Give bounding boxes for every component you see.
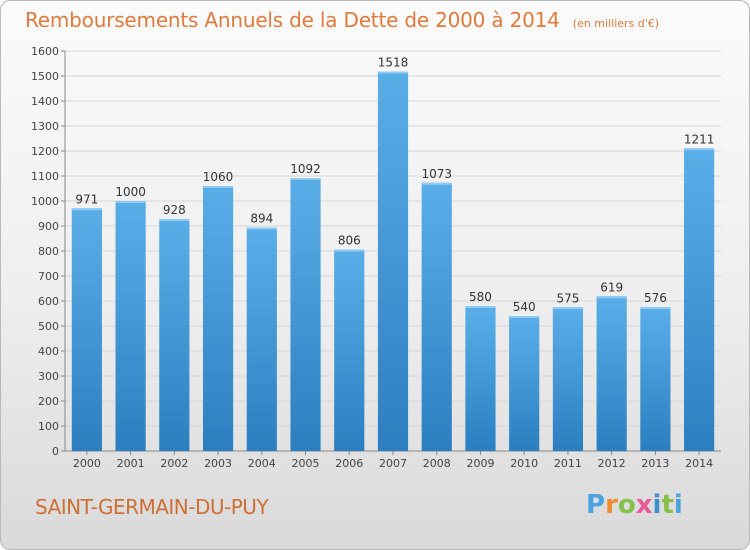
y-tick-label: 300	[38, 370, 59, 383]
data-labels: 971 1000 928 1060 894 1092 806 1518 1073 580 540 57…	[75, 56, 714, 315]
data-label-2006: 806	[338, 234, 361, 248]
bar-top-highlight	[640, 307, 671, 309]
bar-top-highlight	[159, 219, 190, 221]
bar-top-highlight	[377, 71, 409, 74]
y-tick-label: 700	[38, 270, 59, 283]
bar-2004	[246, 227, 277, 451]
bar-2010	[509, 316, 540, 451]
bar-2003	[202, 186, 234, 451]
logo-letter: x	[635, 490, 653, 520]
bar-top-highlight	[684, 148, 715, 151]
y-tick-label: 1100	[31, 170, 59, 183]
logo-letter: i	[652, 490, 662, 520]
bar-2000	[71, 208, 102, 451]
bar-top-highlight	[552, 307, 584, 310]
data-label-2008: 1073	[421, 167, 452, 181]
title-row: Remboursements Annuels de la Dette de 20…	[25, 8, 659, 32]
bar-top-highlight	[421, 182, 452, 185]
x-tick-label: 2002	[160, 457, 188, 470]
logo-letter: P	[586, 490, 606, 520]
x-tick-label: 2011	[554, 457, 582, 470]
y-tick-label: 1600	[31, 45, 59, 58]
x-tick-label: 2005	[292, 457, 320, 470]
x-tick-label: 2008	[423, 457, 451, 470]
x-tick-label: 2007	[379, 457, 407, 470]
bar-2002	[159, 219, 190, 451]
bar-top-highlight	[596, 296, 627, 299]
data-label-2010: 540	[513, 300, 536, 314]
x-tick-label: 2012	[598, 457, 626, 470]
y-tick-label: 900	[38, 220, 59, 233]
x-tick-label: 2001	[117, 457, 145, 470]
bar-top-highlight	[509, 316, 540, 318]
bar-2009	[465, 306, 496, 451]
logo-letter: t	[661, 490, 674, 520]
bar-2005	[290, 178, 321, 451]
proxiti-logo: Proxiti	[586, 490, 683, 520]
bar-2012	[596, 296, 627, 451]
data-label-2012: 619	[600, 280, 623, 294]
bar-2001	[115, 201, 146, 451]
x-tick-label: 2003	[204, 457, 232, 470]
bar-2008	[421, 182, 452, 451]
bar-2011	[552, 307, 584, 451]
bar-top-highlight	[71, 208, 102, 211]
bars	[71, 71, 715, 451]
logo-letter: i	[673, 490, 683, 520]
x-tick-label: 2014	[685, 457, 713, 470]
data-label-2013: 576	[644, 291, 667, 305]
data-label-2000: 971	[75, 192, 98, 206]
x-tick-label: 2004	[248, 457, 276, 470]
data-label-2009: 580	[469, 290, 492, 304]
logo-letter: o	[617, 490, 636, 520]
y-tick-label: 500	[38, 320, 59, 333]
bar-top-highlight	[246, 227, 277, 230]
y-tick-label: 400	[38, 345, 59, 358]
y-tick-label: 1300	[31, 120, 59, 133]
x-tick-label: 2010	[510, 457, 538, 470]
bar-2013	[640, 307, 671, 451]
y-tick-label: 0	[52, 445, 59, 458]
data-label-2004: 894	[250, 212, 273, 226]
y-tick-label: 600	[38, 295, 59, 308]
bar-2006	[334, 249, 365, 451]
x-tick-label: 2000	[73, 457, 101, 470]
bar-top-highlight	[465, 306, 496, 308]
bar-top-highlight	[334, 249, 365, 252]
bar-top-highlight	[115, 201, 146, 203]
x-tick-label: 2013	[641, 457, 669, 470]
y-tick-label: 200	[38, 395, 59, 408]
commune-name: SAINT-GERMAIN-DU-PUY	[35, 495, 269, 519]
data-label-2002: 928	[163, 203, 186, 217]
y-tick-label: 1200	[31, 145, 59, 158]
axes: 0 100 200 300 400 500 600 700 800 900 1000 1100 1200…	[31, 45, 721, 470]
data-label-2007: 1518	[378, 56, 409, 70]
bar-top-highlight	[290, 178, 321, 180]
data-label-2003: 1060	[203, 170, 234, 184]
data-label-2014: 1211	[684, 132, 715, 146]
y-tick-label: 1000	[31, 195, 59, 208]
y-tick-label: 100	[38, 420, 59, 433]
logo-letter: r	[605, 490, 618, 520]
y-tick-label: 800	[38, 245, 59, 258]
data-label-2001: 1000	[115, 185, 146, 199]
bar-2007	[377, 71, 409, 451]
x-tick-label: 2009	[466, 457, 494, 470]
y-tick-label: 1400	[31, 95, 59, 108]
chart-title: Remboursements Annuels de la Dette de 20…	[25, 8, 560, 32]
data-label-2011: 575	[556, 291, 579, 305]
x-tick-label: 2006	[335, 457, 363, 470]
bar-2014	[684, 148, 715, 451]
data-label-2005: 1092	[290, 162, 321, 176]
y-tick-label: 1500	[31, 70, 59, 83]
unit-label: (en milliers d'€)	[572, 17, 660, 30]
bar-top-highlight	[202, 186, 234, 188]
